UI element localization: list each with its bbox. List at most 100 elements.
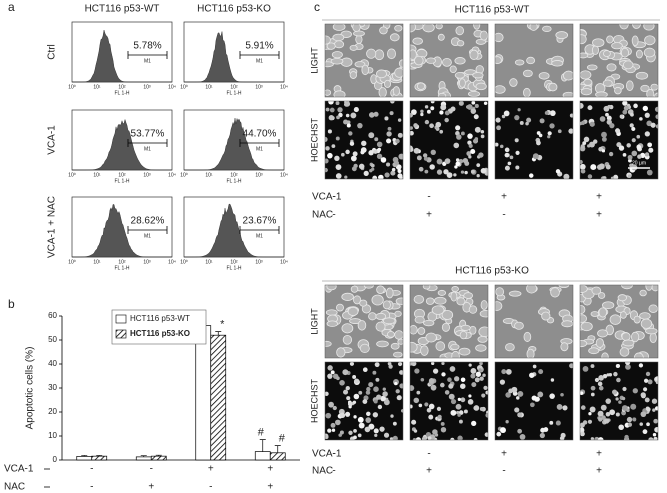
cell (326, 285, 337, 291)
cell (469, 325, 477, 335)
nucleus (501, 114, 506, 119)
micrograph-frame (494, 100, 574, 180)
treatment-name: VCA-1 (312, 449, 342, 460)
nucleus (568, 128, 573, 134)
cell (382, 300, 391, 310)
x-tick-label: 10⁰ (68, 172, 76, 178)
nucleus (473, 438, 478, 440)
nucleus (642, 105, 649, 112)
nucleus (336, 115, 340, 120)
nucleus (621, 410, 627, 416)
nucleus (474, 377, 480, 383)
cell (325, 89, 332, 96)
cell (414, 315, 425, 324)
nucleus (364, 426, 371, 433)
nucleus (496, 431, 502, 437)
treatment-sign: - (209, 482, 212, 493)
nucleus (627, 154, 633, 160)
cell (425, 297, 435, 305)
nucleus (639, 422, 643, 426)
nucleus (448, 393, 455, 400)
nucleus (410, 130, 414, 136)
nucleus (325, 434, 329, 440)
nucleus (328, 401, 334, 408)
marker-label: M1 (256, 58, 263, 64)
nucleus (414, 368, 420, 374)
nucleus (455, 125, 461, 131)
cell (349, 44, 358, 51)
nucleus (435, 121, 442, 128)
nucleus (607, 104, 612, 109)
nucleus (347, 401, 353, 407)
bar (91, 455, 108, 461)
nucleus (446, 172, 453, 178)
cell (371, 294, 384, 306)
nucleus (471, 382, 477, 388)
nucleus (380, 395, 386, 402)
nucleus (447, 377, 452, 382)
treatment-sign: - (332, 466, 335, 477)
nucleus (339, 380, 345, 386)
nucleus (590, 385, 596, 391)
nucleus (345, 411, 351, 417)
nucleus (536, 140, 541, 146)
x-tick-label: 10³ (143, 259, 151, 265)
cell (467, 90, 481, 97)
nucleus (424, 119, 430, 125)
cell (619, 347, 630, 357)
cell (353, 30, 365, 37)
nucleus (476, 174, 480, 178)
nucleus (537, 391, 544, 398)
cell (441, 309, 454, 320)
cell (437, 289, 447, 296)
micrograph (495, 24, 573, 97)
nucleus (471, 420, 477, 427)
treatment-name: NAC (312, 210, 333, 221)
nucleus (353, 435, 357, 440)
cell (514, 321, 524, 330)
cell (478, 326, 488, 338)
nucleus (368, 150, 374, 156)
cell (458, 347, 471, 356)
nucleus (479, 406, 484, 411)
cell (592, 38, 605, 48)
nucleus (503, 110, 510, 117)
nucleus (346, 396, 351, 401)
nucleus (350, 112, 357, 119)
nucleus (372, 412, 379, 418)
column-title: HCT116 p53-KO (197, 4, 271, 15)
marker-bracket (127, 51, 168, 59)
cell (326, 320, 339, 327)
cell (635, 49, 643, 59)
nucleus (514, 407, 520, 413)
x-tick-label: 10² (230, 259, 238, 265)
nucleus (360, 150, 365, 155)
percentage: 53.77% (131, 129, 165, 140)
cell (390, 342, 400, 350)
histogram (71, 204, 172, 258)
nucleus (652, 432, 657, 437)
histogram (184, 31, 284, 83)
nucleus (420, 377, 425, 382)
nucleus (390, 170, 396, 176)
nucleus (385, 162, 391, 167)
nucleus (651, 398, 658, 404)
cell (383, 79, 392, 88)
nucleus (563, 173, 570, 179)
nucleus (549, 420, 554, 425)
nucleus (411, 109, 417, 115)
nucleus (344, 101, 351, 107)
x-tick-label: 10⁰ (180, 172, 188, 178)
nucleus (646, 422, 650, 427)
nucleus (631, 150, 638, 157)
cell (505, 343, 515, 352)
annotation: # (279, 433, 286, 445)
nucleus (615, 128, 621, 134)
nucleus (505, 392, 511, 398)
nucleus (538, 369, 544, 375)
nucleus (395, 138, 400, 144)
nucleus (588, 412, 592, 416)
treatment-sign: - (332, 449, 335, 460)
nucleus (625, 362, 631, 366)
treatment-sign: + (596, 210, 602, 221)
